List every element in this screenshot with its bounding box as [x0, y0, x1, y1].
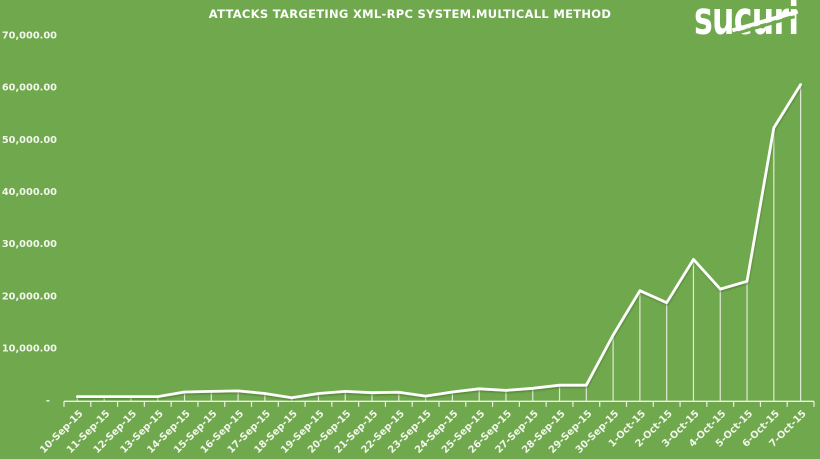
y-axis-label: 70,000.00 — [2, 30, 57, 41]
attacks-series-line — [76, 83, 802, 400]
y-axis-label: 40,000.00 — [2, 187, 57, 198]
y-axis-label: 20,000.00 — [2, 291, 57, 302]
sucuri-logo: sucuri — [694, 0, 812, 44]
y-axis-label: 10,000.00 — [2, 344, 57, 355]
y-axis-label: - — [46, 396, 50, 407]
y-axis-label: 60,000.00 — [2, 83, 57, 94]
y-axis-label: 50,000.00 — [2, 135, 57, 146]
y-axis-label: 30,000.00 — [2, 239, 57, 250]
chart-title: ATTACKS TARGETING XML-RPC SYSTEM.MULTICA… — [208, 7, 612, 21]
